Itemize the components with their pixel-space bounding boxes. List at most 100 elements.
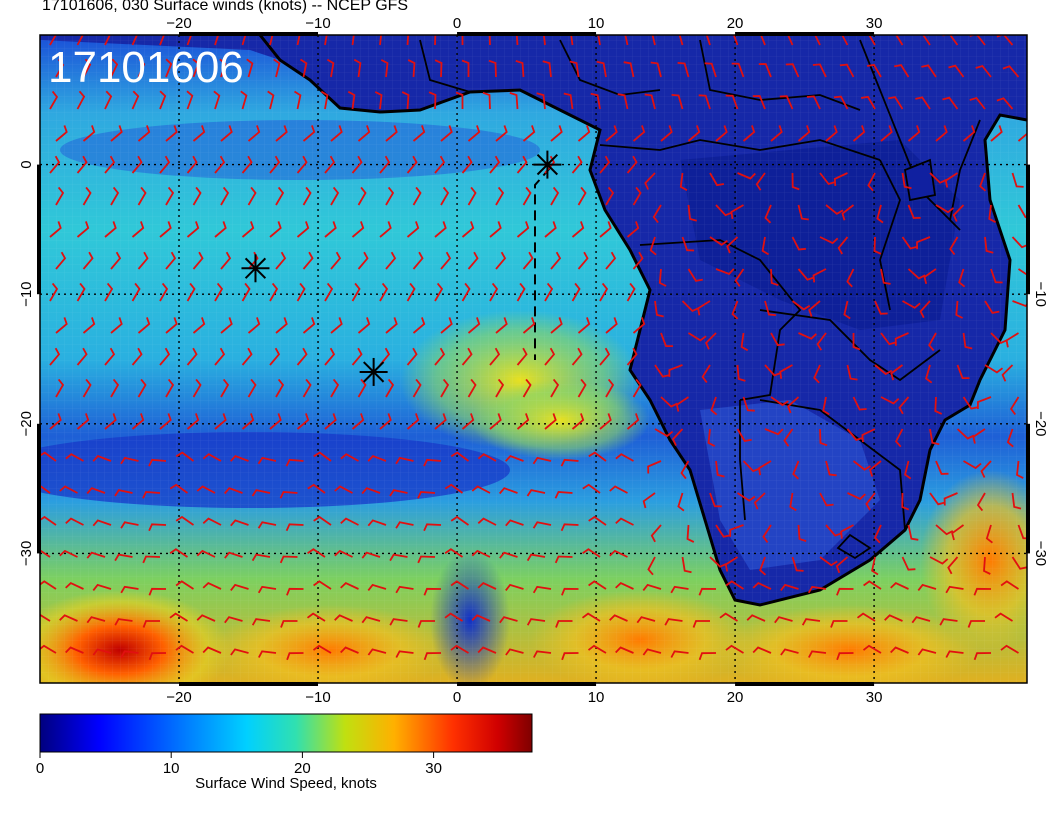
wind-barb: [76, 221, 90, 238]
wind-barb: [581, 612, 601, 622]
wind-barb: [626, 221, 640, 238]
wind-barb: [852, 460, 871, 471]
wind-barb: [367, 648, 387, 656]
wind-barb: [110, 378, 120, 398]
wind-barb: [632, 317, 646, 334]
wind-barb: [467, 251, 479, 270]
wind-barb: [279, 491, 298, 499]
wind-barb: [952, 204, 965, 222]
wind-barb: [159, 282, 169, 302]
wind-barb: [729, 524, 744, 537]
wind-barb: [731, 62, 745, 78]
wind-barb: [736, 364, 746, 382]
frame-bar: [1026, 423, 1030, 554]
wind-barb: [647, 460, 662, 474]
wind-barb: [461, 59, 470, 77]
wind-barb: [131, 347, 143, 366]
wind-barb: [1017, 268, 1027, 276]
lat-tick-label: −20: [18, 411, 35, 436]
wind-barb: [357, 125, 371, 142]
wind-barb: [488, 59, 497, 78]
wind-barb: [571, 413, 585, 430]
wind-barb: [202, 582, 222, 590]
wind-barb: [615, 517, 634, 526]
wind-barb: [257, 585, 277, 594]
wind-barb: [516, 282, 526, 302]
wind-barb: [444, 548, 464, 558]
wind-barb: [969, 96, 986, 110]
wind-barb: [434, 413, 447, 430]
wind-barb: [49, 90, 59, 110]
wind-barb: [973, 587, 992, 596]
wind-barb: [791, 236, 806, 251]
wind-barb: [779, 364, 793, 379]
wind-barb: [588, 515, 607, 526]
wind-barb: [660, 332, 673, 347]
wind-barb: [874, 524, 882, 544]
wind-barb: [159, 347, 171, 366]
wind-barb: [550, 317, 563, 334]
wind-barb: [707, 428, 716, 447]
asterisk-marker: [359, 357, 388, 386]
wind-barb: [709, 172, 725, 187]
wind-barb: [104, 221, 117, 238]
wind-barb: [330, 251, 342, 270]
wind-barb: [791, 556, 804, 572]
wind-barb: [196, 485, 216, 494]
wind-barb: [569, 60, 580, 78]
wind-barb: [571, 155, 583, 174]
wind-barb: [477, 582, 497, 590]
wind-barb: [789, 492, 797, 512]
wind-barb: [752, 95, 766, 110]
wind-barb: [642, 583, 662, 591]
wind-barb: [934, 396, 943, 415]
wind-barb: [131, 413, 145, 430]
wind-barb: [407, 59, 416, 78]
wind-barb: [434, 35, 437, 46]
wind-barb: [522, 251, 534, 270]
wind-barb: [709, 492, 722, 508]
wind-barb: [246, 58, 254, 78]
wind-barb: [752, 582, 772, 590]
wind-barb: [379, 221, 392, 238]
wind-barb: [330, 125, 343, 142]
wind-barb: [131, 90, 140, 110]
wind-barb: [351, 35, 355, 46]
wind-barb: [104, 155, 116, 174]
wind-barb: [726, 236, 739, 254]
wind-barb: [862, 644, 882, 654]
wind-barb: [560, 458, 579, 467]
wind-barb: [347, 90, 356, 110]
wind-barb: [423, 652, 442, 661]
wind-barb: [505, 583, 524, 591]
wind-barb: [467, 186, 477, 206]
wind-barb: [186, 35, 193, 46]
lat-tick-label: −30: [1032, 541, 1049, 566]
frame-bar: [179, 682, 319, 686]
wind-barb: [385, 378, 395, 398]
wind-barb: [901, 492, 910, 511]
wind-barb: [412, 317, 426, 334]
wind-barb: [985, 524, 993, 544]
wind-barb: [951, 524, 965, 541]
wind-barb: [351, 413, 365, 430]
wind-barb: [1017, 204, 1027, 219]
lat-tick-label: −10: [18, 281, 35, 306]
wind-barb: [577, 251, 589, 270]
wind-barb: [247, 378, 257, 398]
wind-barb: [214, 347, 226, 366]
wind-barb: [698, 652, 717, 661]
wind-barb: [273, 58, 281, 78]
wind-barb: [599, 221, 612, 238]
wind-barb: [461, 35, 464, 45]
wind-barb: [571, 282, 581, 302]
wind-barb: [901, 172, 912, 190]
wind-barb: [963, 460, 982, 470]
wind-barb: [76, 347, 88, 366]
wind-barb: [423, 458, 442, 467]
wind-barb: [515, 60, 525, 78]
lon-tick-label: 10: [588, 689, 605, 706]
wind-barb: [367, 519, 387, 527]
wind-barb: [417, 491, 436, 499]
wind-barb: [286, 587, 304, 596]
